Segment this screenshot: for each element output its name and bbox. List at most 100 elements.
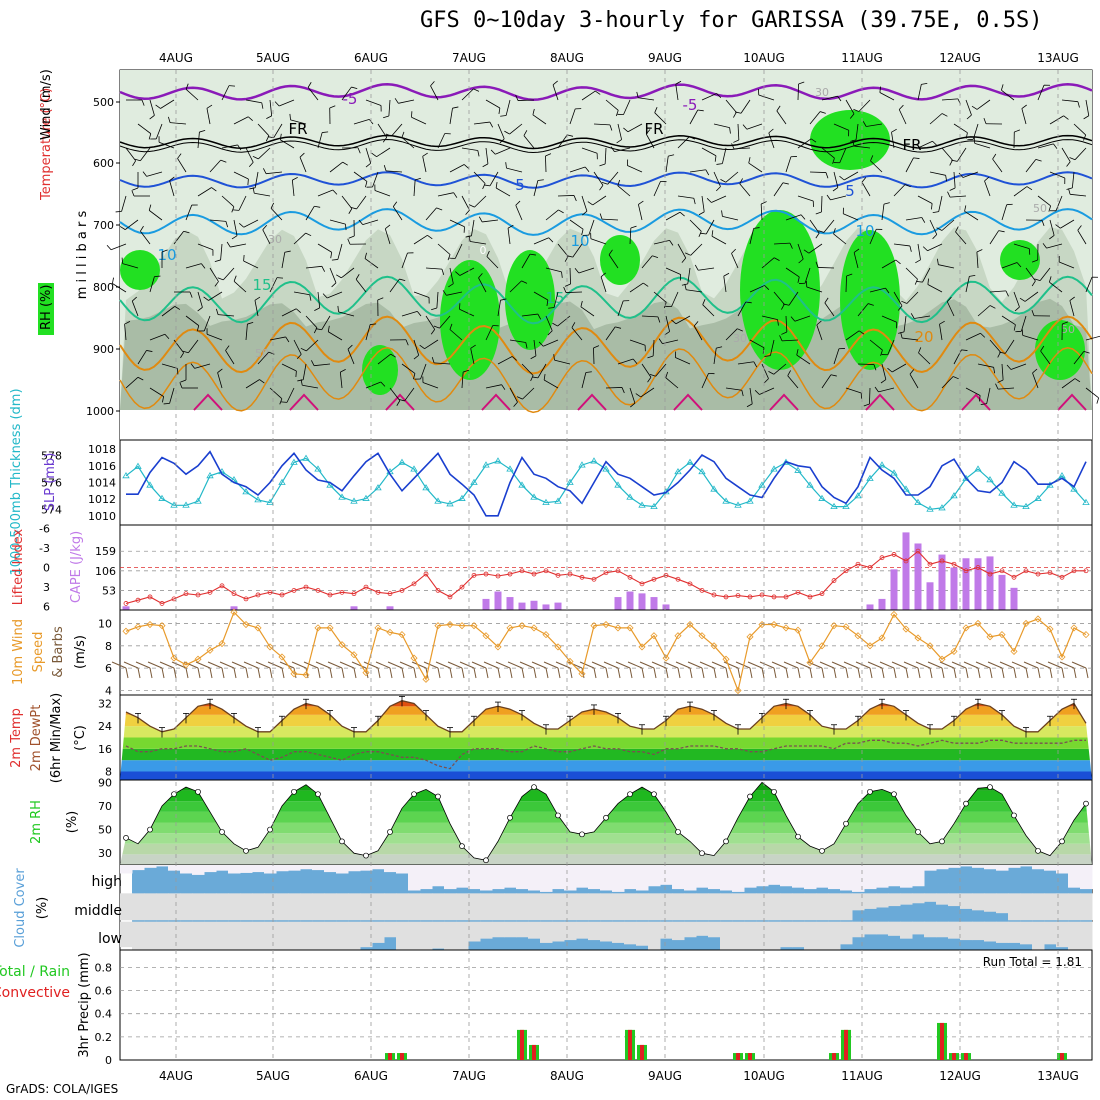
lifted-index-point — [951, 561, 957, 567]
wind-barb-flag — [739, 178, 743, 184]
wind-barb — [833, 348, 840, 365]
wind-barb-flag — [665, 667, 669, 679]
wind-barb — [917, 243, 921, 260]
wind-barb — [459, 308, 475, 317]
wind-barb — [537, 363, 547, 379]
wind-barb-flag — [523, 130, 528, 136]
contour-label: 30 — [733, 332, 747, 345]
wind-barb — [341, 195, 353, 209]
cloud-gap — [840, 893, 853, 921]
wind-barb-flag — [939, 320, 945, 325]
wind-barb-flag — [399, 278, 406, 281]
wind-barb — [329, 219, 346, 225]
thickness-point — [914, 498, 922, 505]
wind-barb — [686, 289, 703, 293]
cloud-gap — [420, 921, 433, 950]
wind-barb — [377, 353, 391, 365]
wind-barb — [459, 267, 475, 276]
cloud-gap — [228, 865, 241, 874]
cloud-gap — [372, 893, 385, 921]
cloud-gap — [672, 893, 685, 921]
wind-barb-flag — [398, 399, 405, 402]
wind-barb-flag — [167, 116, 171, 123]
wind-barb-flag — [269, 667, 273, 679]
wind-barb-flag — [909, 369, 915, 375]
wind-barb — [853, 252, 859, 269]
cloud-gap — [792, 865, 805, 888]
thickness-point — [998, 489, 1006, 496]
wind-barb-flag — [1049, 276, 1052, 283]
wind-speed-point — [122, 627, 130, 635]
cloud-gap — [624, 921, 637, 945]
thickness-point — [1010, 501, 1018, 508]
wind-barb-flag — [106, 245, 112, 251]
wind-barb-flag — [623, 127, 629, 133]
cloud-gap — [444, 865, 457, 890]
wind-barb-flag — [979, 395, 981, 402]
wind-barb-flag — [1041, 220, 1045, 227]
wind-barb-flag — [329, 667, 333, 679]
wind-barb — [989, 339, 1001, 353]
wind-barb-flag — [473, 667, 477, 679]
wind-barb-flag — [322, 293, 328, 299]
wind-barb — [759, 387, 775, 395]
wind-barb-flag — [936, 258, 939, 265]
cloud-gap — [384, 865, 397, 873]
wind-barb-flag — [552, 322, 558, 327]
wind-barb — [941, 147, 953, 161]
wind-barb-flag — [636, 91, 639, 98]
wind-speed-point — [566, 657, 574, 666]
wind-barb-flag — [281, 667, 285, 679]
wind-barb — [677, 136, 690, 149]
wind-barb — [208, 291, 223, 301]
wind-barb — [927, 661, 943, 669]
wind-tick-label: 10 — [98, 617, 112, 630]
wind-barb — [855, 123, 859, 140]
temp-contour-30 — [289, 393, 319, 411]
wind-barb-flag — [638, 200, 644, 205]
wind-barb — [362, 219, 379, 226]
wind-barb — [917, 195, 933, 204]
cloud-gap — [372, 865, 385, 870]
cloud-gap — [144, 921, 157, 950]
wind-barb — [473, 121, 490, 125]
lifted-index-point — [663, 572, 669, 578]
wind-barb — [770, 339, 775, 356]
cloud-gap — [456, 893, 469, 921]
cloud-gap — [480, 921, 493, 939]
wind-barb-flag — [803, 249, 810, 254]
wind-barb-flag — [221, 667, 225, 679]
wind-barb-flag — [413, 373, 416, 380]
wind-barb-flag — [595, 90, 601, 95]
wind-barb-flag — [284, 250, 291, 253]
cloud-gap — [600, 865, 613, 891]
wind-barb-flag — [861, 177, 867, 183]
cloud-gap — [648, 893, 661, 921]
wind-barb — [449, 219, 465, 228]
wind-speed-point — [926, 642, 934, 650]
contour-label: 50 — [255, 347, 269, 360]
wind-barb — [221, 195, 235, 208]
wind-barb — [976, 99, 991, 110]
wind-barb-flag — [929, 667, 933, 679]
wind-barb-flag — [582, 210, 588, 216]
wind-barb — [266, 171, 283, 175]
wind-barb — [603, 661, 619, 669]
temp-tick-label: 16 — [98, 743, 112, 756]
lifted-index-point — [411, 581, 417, 587]
wind-barb-flag — [1063, 115, 1069, 120]
wind-speed-point — [818, 642, 826, 650]
wind-barb — [293, 232, 306, 245]
thickness-ylabel: 1000-500mb Thickness (dm) — [9, 388, 24, 575]
wind-speed-point — [830, 622, 838, 630]
cloud-gap — [432, 865, 445, 887]
wind-speed-point — [1022, 619, 1030, 627]
thickness-point — [854, 492, 862, 499]
cloud-gap — [828, 921, 841, 950]
cloud-gap — [780, 865, 793, 887]
cape-bar — [866, 604, 874, 610]
thickness-point — [878, 461, 886, 468]
wind-barb — [629, 387, 636, 404]
wind-barb-flag — [689, 136, 695, 140]
wind-barb-flag — [169, 176, 175, 181]
